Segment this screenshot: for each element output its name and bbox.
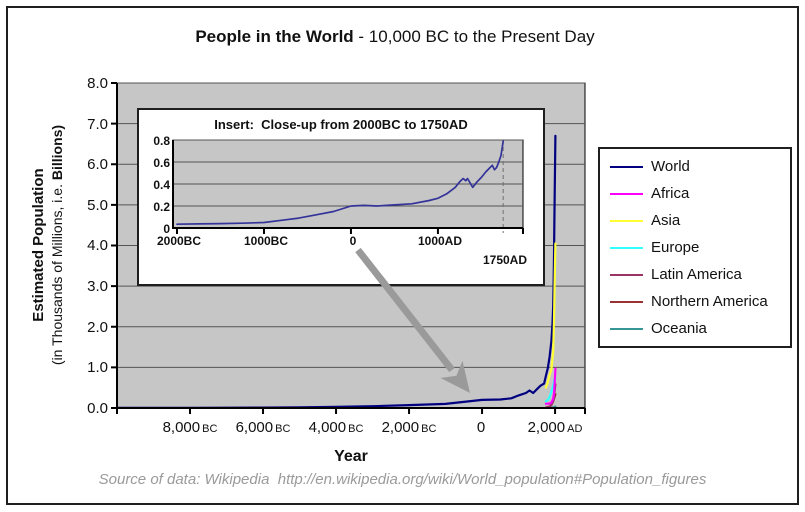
oceania-line-swatch (610, 327, 643, 330)
x-tick-label: 4,000 BC (308, 419, 364, 436)
legend: World Africa Asia Europe Latin America N… (598, 147, 792, 348)
y-tick-label: 3.0 (87, 278, 108, 295)
outer-border (6, 6, 799, 505)
x-tick-label: 8,000 BC (162, 419, 218, 436)
legend-item-oceania: Oceania (600, 319, 790, 339)
y-tick-label: 6.0 (87, 156, 108, 173)
insert-x-tick-label: 1000BC (243, 234, 289, 248)
legend-item-europe: Europe (600, 238, 790, 258)
y-tick-label: 0.0 (87, 400, 108, 417)
insert-y-tick-label: 0.6 (153, 156, 170, 170)
insert-x-tick-label: 2000BC (156, 234, 202, 248)
y-tick-label: 2.0 (87, 319, 108, 336)
africa-line-swatch (610, 192, 643, 195)
x-axis-title: Year (334, 448, 368, 465)
insert-y-tick-label: 0.4 (153, 178, 170, 192)
insert-y-tick-label: 0.8 (153, 134, 170, 148)
insert-cutoff-label: 1750AD (482, 253, 528, 267)
legend-item-africa: Africa (600, 184, 790, 204)
insert-y-tick-label: 0.2 (153, 200, 170, 214)
y-tick-label: 4.0 (87, 237, 108, 254)
chart-title: People in the World - 10,000 BC to the P… (0, 27, 790, 47)
insert-chart: Insert: Close-up from 2000BC to 1750AD 0… (137, 108, 545, 286)
insert-chart-title: Insert: Close-up from 2000BC to 1750AD (214, 117, 468, 132)
x-tick-label: 2,000 AD (527, 419, 583, 436)
y-tick-label: 5.0 (87, 197, 108, 214)
europe-line-swatch (610, 246, 643, 249)
data-source-note: Source of data: Wikipedia http://en.wiki… (98, 471, 707, 488)
northern-america-line-swatch (610, 300, 643, 303)
insert-x-tick-label: 1000AD (417, 234, 463, 248)
chart-title-sub: - 10,000 BC to the Present Day (353, 27, 595, 46)
y-tick-label: 7.0 (87, 116, 108, 133)
y-tick-label: 8.0 (87, 75, 108, 92)
x-tick-label: 0 (476, 419, 486, 436)
legend-item-world: World (600, 157, 790, 177)
latin-america-line-swatch (610, 273, 643, 276)
y-tick-label: 1.0 (87, 359, 108, 376)
chart-title-main: People in the World (195, 27, 354, 46)
legend-item-asia: Asia (600, 211, 790, 231)
y-axis-title-line1: Estimated Population (30, 168, 47, 322)
world-line-swatch (610, 165, 643, 168)
x-tick-label: 2,000 BC (381, 419, 437, 436)
legend-item-latin-america: Latin America (600, 265, 790, 285)
legend-item-northern-america: Northern America (600, 292, 790, 312)
asia-line-swatch (610, 219, 643, 222)
insert-x-tick-label: 0 (349, 234, 357, 248)
x-tick-label: 6,000 BC (235, 419, 291, 436)
